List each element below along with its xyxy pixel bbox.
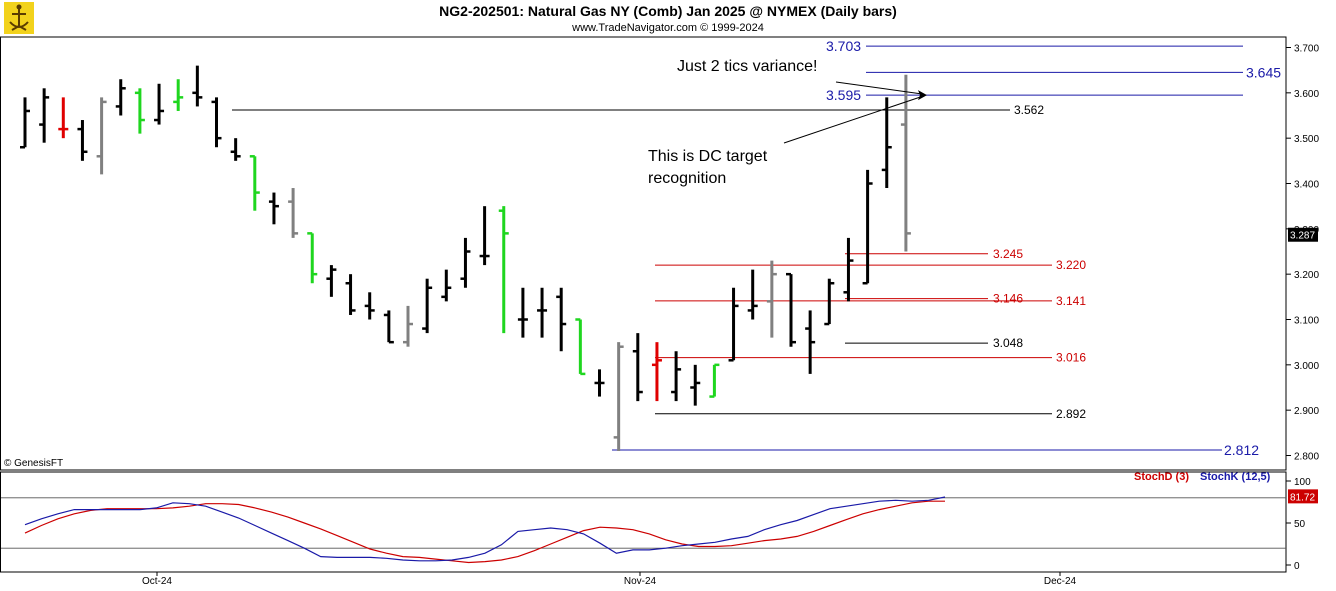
price-bar-25 [498,206,509,334]
price-bar-16 [326,265,337,297]
level-label-10: 2.892 [1056,407,1086,421]
y-tick-label-4: 3.200 [1294,270,1319,281]
y-tick-label-0: 2.800 [1294,452,1319,463]
chart-title: NG2-202501: Natural Gas NY (Comb) Jan 20… [439,3,897,19]
price-bar-12 [249,155,260,211]
price-bar-22 [441,269,452,302]
last-price-label: 3.287 [1290,231,1315,242]
y-tick-label-2: 3.000 [1294,361,1319,372]
price-bar-34 [671,351,682,402]
last-price-box [1288,227,1318,242]
price-bar-9 [192,65,203,107]
level-label-3: 3.562 [1014,103,1044,117]
price-bar-17 [345,274,356,315]
level-label-5: 3.220 [1056,258,1086,272]
trade-navigator-logo [4,2,34,34]
price-bar-2 [58,97,69,139]
osc-last-box [1288,489,1318,504]
annotation-dc-target-line2: recognition [648,170,727,187]
price-bar-46 [900,74,911,252]
level-label-7: 3.141 [1056,294,1086,308]
price-bar-21 [422,278,433,334]
arrow-tics-variance [835,81,924,95]
price-bar-5 [115,79,126,116]
annotation-dc-target-line1: This is DC target [648,148,768,165]
legend-stochk: StochK (12,5) [1200,471,1271,483]
osc-tick-label-2: 0 [1294,561,1300,572]
level-label-11: 2.812 [1224,442,1259,458]
price-bar-43 [843,237,854,302]
copyright-label: © GenesisFT [4,458,64,469]
annotation-dc-target: This is DC target recognition [648,146,767,190]
price-bar-27 [537,287,548,338]
x-tick-label-2: Dec-24 [1044,576,1077,587]
price-bar-40 [786,272,796,347]
price-bar-23 [460,237,471,288]
y-tick-label-9: 3.700 [1294,44,1319,55]
price-bar-13 [268,192,279,225]
price-bar-8 [173,79,184,111]
level-label-4: 3.245 [993,247,1023,261]
price-bar-10 [211,97,222,148]
osc-series-0 [24,500,945,564]
x-tick-label-1: Nov-24 [624,576,657,587]
price-bar-45 [881,97,892,189]
price-bar-19 [383,310,394,344]
price-bar-42 [824,278,835,326]
price-bar-26 [517,287,528,338]
price-bar-18 [364,292,375,320]
price-bar-14 [288,188,299,238]
price-bar-24 [479,206,490,266]
price-bar-1 [39,88,50,143]
price-bar-30 [594,369,605,397]
price-panel-frame [0,36,1287,471]
price-bar-11 [230,138,241,161]
y-tick-label-3: 3.100 [1294,316,1319,327]
price-bar-0 [20,97,30,149]
price-bar-28 [556,287,567,352]
y-tick-label-1: 2.900 [1294,406,1319,417]
arrow-dc-target [783,95,924,144]
price-bar-15 [307,232,318,284]
price-bar-37 [728,287,739,362]
price-bar-7 [154,83,165,125]
price-bar-35 [690,364,701,406]
legend-stochd: StochD (3) [1134,471,1189,483]
oscillator-panel-frame [0,471,1287,573]
price-bar-6 [134,88,145,134]
chart-subtitle: www.TradeNavigator.com © 1999-2024 [572,22,764,34]
y-tick-label-8: 3.600 [1294,89,1319,100]
osc-tick-label-1: 50 [1294,519,1306,530]
price-bar-31 [613,342,624,451]
price-bar-39 [766,260,777,338]
price-bar-29 [575,318,586,376]
x-tick-label-0: Oct-24 [142,576,172,587]
osc-tick-label-0: 100 [1294,477,1311,488]
price-bar-3 [77,120,88,161]
arrow-head [918,90,927,101]
price-bar-38 [747,269,758,320]
level-label-6: 3.146 [993,292,1023,306]
price-bar-36 [709,363,720,398]
annotation-tics-variance: Just 2 tics variance! [677,58,818,75]
price-bar-33 [651,342,662,402]
price-bar-44 [862,169,873,285]
level-label-1: 3.645 [1246,64,1281,80]
osc-last-label: 81.72 [1290,492,1315,503]
y-tick-label-6: 3.400 [1294,180,1319,191]
level-label-9: 3.016 [1056,351,1086,365]
price-bar-32 [632,333,643,402]
price-bar-41 [805,310,816,374]
y-tick-label-7: 3.500 [1294,134,1319,145]
level-label-8: 3.048 [993,336,1023,350]
price-bar-4 [96,97,107,175]
level-label-0: 3.703 [826,38,861,54]
osc-series-1 [24,496,946,562]
price-bar-20 [403,305,413,347]
level-label-2: 3.595 [826,87,861,103]
